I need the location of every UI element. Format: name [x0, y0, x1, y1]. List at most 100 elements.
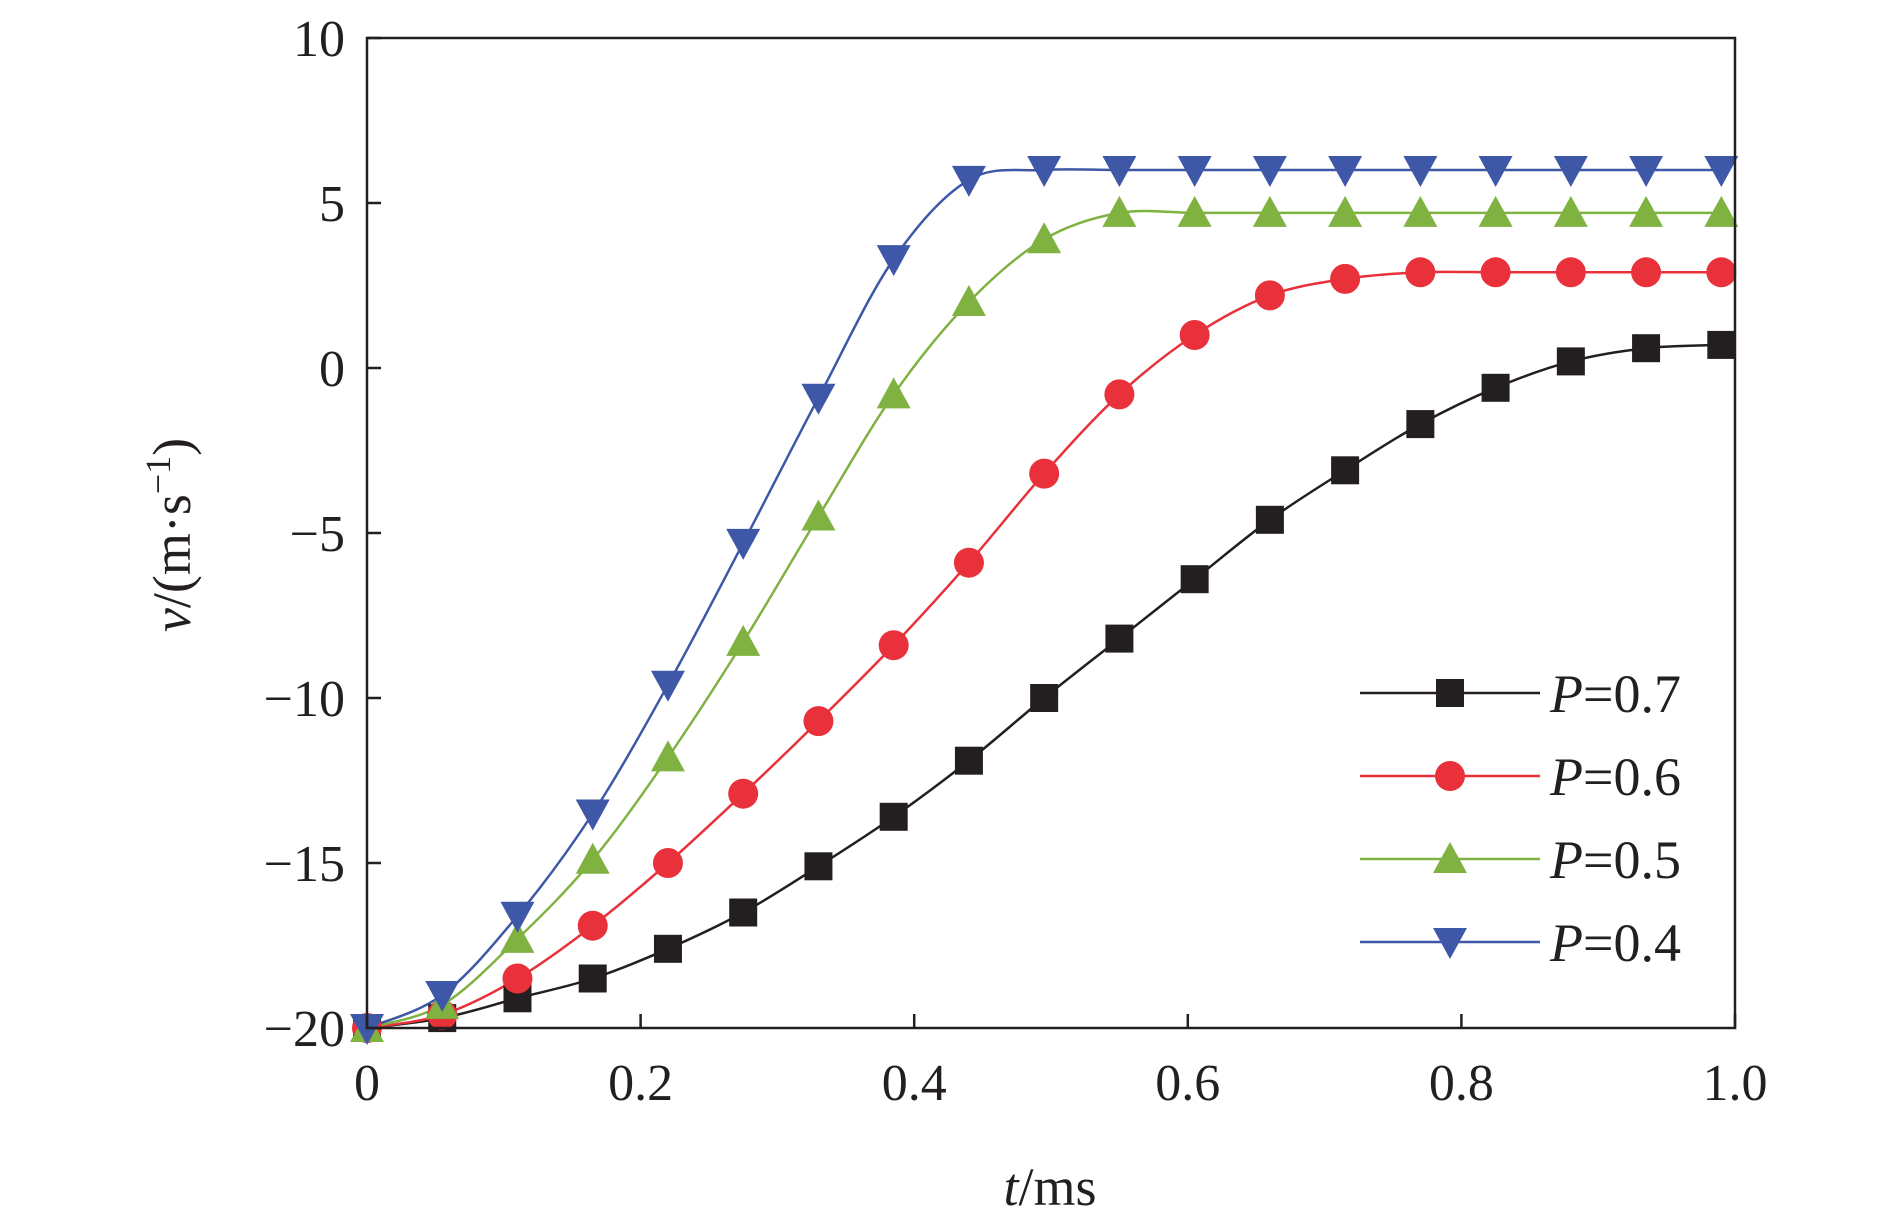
data-point [1632, 334, 1661, 363]
legend-label-value: =0.7 [1583, 664, 1681, 724]
data-point [1180, 565, 1209, 594]
x-axis-label-unit: /ms [1018, 1157, 1096, 1217]
data-point [1403, 156, 1438, 187]
legend-label: P=0.7 [1549, 664, 1681, 724]
data-point [951, 285, 986, 316]
y-tick-label: −5 [290, 506, 345, 563]
x-tick-label: 1.0 [1703, 1055, 1768, 1112]
data-point [1104, 379, 1135, 410]
data-point [1629, 156, 1664, 187]
data-point [953, 547, 984, 578]
data-point [803, 706, 834, 737]
y-tick-label: −10 [264, 671, 345, 728]
legend-label: P=0.4 [1549, 913, 1681, 973]
legend-label-var: P [1549, 664, 1583, 724]
data-point [1331, 456, 1360, 485]
x-axis-label-var: t [1003, 1157, 1020, 1217]
legend-swatch-marker [1433, 842, 1467, 873]
data-point [1478, 195, 1513, 227]
data-point [652, 848, 683, 878]
data-point [1027, 222, 1062, 254]
x-tick-label: 0.4 [882, 1055, 947, 1112]
data-point [1255, 505, 1284, 534]
data-point [1328, 195, 1363, 227]
data-point [1704, 156, 1739, 187]
legend-label: P=0.6 [1549, 747, 1681, 807]
data-point [1027, 156, 1062, 187]
data-point [350, 1014, 384, 1045]
data-point [1556, 347, 1585, 376]
data-point [876, 245, 911, 277]
data-point [653, 934, 682, 963]
x-tick-label: 0 [354, 1055, 380, 1112]
data-point [1328, 156, 1363, 187]
legend-label-value: =0.5 [1583, 830, 1681, 890]
y-tick-label: 5 [319, 176, 345, 233]
data-point [1177, 195, 1212, 227]
data-point [1030, 684, 1059, 712]
data-point [879, 802, 908, 831]
data-point [500, 921, 535, 953]
series-line [366, 168, 1722, 1030]
data-point [729, 898, 758, 927]
data-point [876, 377, 911, 409]
data-point [1105, 624, 1134, 653]
data-point [1252, 156, 1287, 187]
data-point [1252, 195, 1287, 227]
data-point [1102, 195, 1137, 227]
data-point [728, 778, 759, 809]
data-point [1102, 156, 1137, 187]
data-point [1707, 330, 1736, 359]
data-point [801, 383, 836, 415]
data-point [801, 499, 836, 531]
data-point [1704, 195, 1739, 227]
data-point [1405, 257, 1436, 288]
series-line [366, 270, 1722, 1030]
data-point [1177, 156, 1212, 187]
data-point [575, 842, 610, 874]
legend-swatch-marker [1433, 928, 1467, 959]
legend-label-var: P [1549, 830, 1583, 890]
y-axis-label-exp: −1 [138, 456, 178, 494]
data-point [1553, 195, 1588, 227]
y-tick-label: −15 [264, 836, 345, 893]
x-tick-label: 0.6 [1155, 1055, 1220, 1112]
legend-swatch-marker [1436, 679, 1464, 707]
plot-frame [365, 36, 1737, 1030]
data-point [577, 910, 608, 941]
x-tick-label: 0.8 [1429, 1055, 1494, 1112]
data-point [1631, 257, 1662, 288]
y-axis-label-var: v [142, 608, 202, 632]
series-line [366, 209, 1722, 1030]
y-axis-label-unit: /(m·s [142, 494, 202, 608]
y-axis-label-close: ) [142, 438, 202, 456]
data-point [1254, 280, 1285, 311]
legend-label-value: =0.6 [1583, 747, 1681, 807]
data-point [726, 528, 761, 560]
data-point [1179, 320, 1210, 350]
legend-label: P=0.5 [1549, 830, 1681, 890]
series-curves [366, 168, 1722, 1030]
y-tick-label: 10 [293, 11, 345, 68]
data-point [951, 165, 986, 197]
data-point [425, 981, 460, 1012]
data-point [1406, 410, 1435, 439]
data-point [878, 630, 909, 661]
y-tick-label: −20 [264, 1001, 345, 1058]
data-point [1629, 195, 1664, 227]
data-point [1478, 156, 1513, 187]
data-point [726, 624, 761, 656]
y-axis-label: v/(m·s−1) [138, 438, 202, 632]
legend-label-value: =0.4 [1583, 913, 1681, 973]
y-axis-ticks: −20 −15 −10 −5 0 5 10 [264, 11, 381, 1058]
data-point [1403, 195, 1438, 227]
data-point [650, 670, 685, 702]
legend-label-var: P [1549, 913, 1583, 973]
legend-label-var: P [1549, 747, 1583, 807]
data-point [1553, 156, 1588, 187]
data-point [954, 746, 983, 775]
data-point [578, 964, 607, 993]
x-axis-label: t/ms [1003, 1157, 1096, 1217]
x-tick-label: 0.2 [608, 1055, 673, 1112]
